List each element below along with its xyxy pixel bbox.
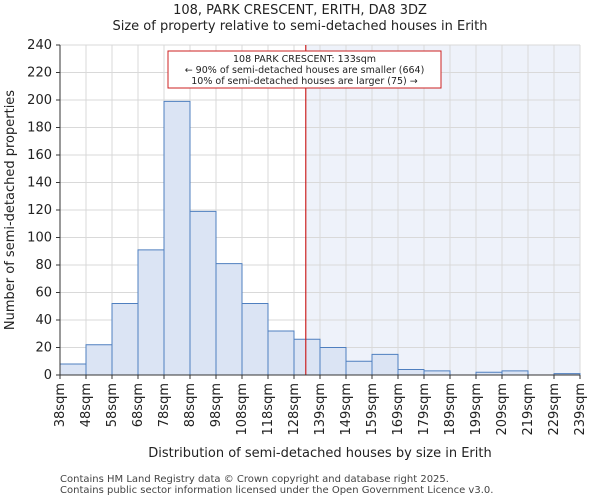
x-tick-label: 108sqm <box>235 383 250 436</box>
y-tick-label: 0 <box>44 368 52 383</box>
x-tick-label: 128sqm <box>287 383 302 436</box>
y-tick-label: 100 <box>27 231 52 246</box>
x-tick-label: 219sqm <box>521 383 536 436</box>
y-tick-label: 240 <box>27 38 52 53</box>
histogram-bar <box>319 347 347 376</box>
chart-title-address: 108, PARK CRESCENT, ERITH, DA8 3DZ <box>173 3 427 18</box>
x-tick-label: 118sqm <box>261 383 276 436</box>
chart-title-subtitle: Size of property relative to semi-detach… <box>112 19 488 34</box>
y-tick-label: 20 <box>35 341 52 356</box>
histogram-bar <box>345 360 373 376</box>
histogram-bar <box>189 210 217 376</box>
x-tick-label: 78sqm <box>157 383 172 427</box>
histogram-bar <box>267 330 295 376</box>
footer-copyright: Contains HM Land Registry data © Crown c… <box>60 474 449 485</box>
histogram-bar <box>293 338 321 376</box>
footer-licence: Contains public sector information licen… <box>60 485 494 496</box>
x-tick-label: 229sqm <box>547 383 562 436</box>
histogram-bar <box>241 303 269 376</box>
histogram-bar <box>163 100 191 376</box>
x-tick-label: 48sqm <box>79 383 94 427</box>
x-tick-label: 58sqm <box>105 383 120 427</box>
annotation-line: 108 PARK CRESCENT: 133sqm <box>233 54 376 65</box>
histogram-bar <box>397 369 425 376</box>
y-tick-label: 60 <box>35 286 52 301</box>
x-tick-label: 149sqm <box>339 383 354 436</box>
x-axis-title: Distribution of semi-detached houses by … <box>148 446 491 461</box>
histogram-bar <box>137 249 165 376</box>
annotation-box <box>167 50 442 89</box>
y-tick-label: 140 <box>27 176 52 191</box>
histogram-bar <box>371 353 399 376</box>
annotation-line: 10% of semi-detached houses are larger (… <box>191 76 418 87</box>
x-tick-label: 88sqm <box>183 383 198 427</box>
histogram-bar <box>111 303 139 376</box>
histogram-bar <box>423 370 451 376</box>
annotation-line: ← 90% of semi-detached houses are smalle… <box>185 65 425 76</box>
x-tick-label: 68sqm <box>131 383 146 427</box>
x-tick-label: 179sqm <box>417 383 432 436</box>
y-tick-label: 80 <box>35 258 52 273</box>
histogram-bar <box>215 263 243 376</box>
y-axis-title: Number of semi-detached properties <box>3 90 18 330</box>
x-tick-label: 169sqm <box>391 383 406 436</box>
histogram-bar <box>85 344 113 376</box>
y-tick-label: 120 <box>27 203 52 218</box>
x-tick-label: 98sqm <box>209 383 224 427</box>
histogram-bar <box>501 370 529 376</box>
y-tick-label: 200 <box>27 93 52 108</box>
histogram-bar <box>59 363 87 376</box>
x-tick-label: 199sqm <box>469 383 484 436</box>
y-tick-label: 160 <box>27 148 52 163</box>
x-tick-label: 189sqm <box>443 383 458 436</box>
y-tick-label: 40 <box>35 313 52 328</box>
y-tick-label: 220 <box>27 66 52 81</box>
x-tick-label: 239sqm <box>573 383 588 436</box>
x-tick-label: 139sqm <box>313 383 328 436</box>
histogram-chart: 0 20 40 60 80 100 120 140 160 180 200 220 240 38sqm 48… <box>3 38 588 461</box>
x-tick-label: 38sqm <box>53 383 68 427</box>
x-tick-label: 159sqm <box>365 383 380 436</box>
y-tick-label: 180 <box>27 121 52 136</box>
x-tick-label: 209sqm <box>495 383 510 436</box>
